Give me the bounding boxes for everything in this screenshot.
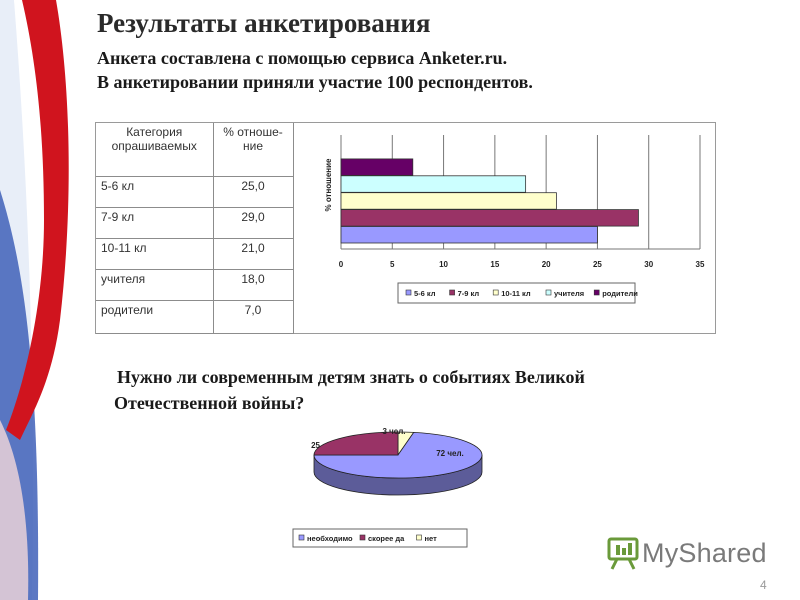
presentation-icon (607, 537, 639, 570)
cell-percent: 29,0 (212, 206, 294, 239)
question-line-1: Нужно ли современным детям знать о событ… (117, 367, 585, 387)
header-percent: % отноше-ние (212, 123, 294, 177)
page-number: 4 (760, 578, 767, 592)
survey-question: Нужно ли современным детям знать о событ… (114, 364, 717, 416)
legend-label: 7-9 кл (458, 289, 480, 298)
cell-percent: 7,0 (212, 299, 294, 334)
x-tick-label: 30 (644, 260, 653, 269)
x-tick-label: 0 (339, 260, 344, 269)
pie-slice-скорее да (313, 431, 399, 456)
cell-category: 5-6 кл (96, 175, 214, 208)
bar-legend (397, 282, 636, 304)
pie-data-label: 3 чел. (382, 427, 405, 436)
legend-label: 10-11 кл (501, 289, 531, 298)
pie-legend (292, 528, 468, 548)
cell-percent: 25,0 (212, 175, 294, 208)
legend-swatch (298, 534, 305, 541)
cell-category: 10-11 кл (96, 237, 214, 270)
legend-swatch (449, 289, 455, 296)
cell-percent: 21,0 (212, 237, 294, 270)
legend-label: учителя (554, 289, 584, 298)
bar-7-9 кл (340, 209, 639, 227)
watermark: MyShared (606, 535, 767, 571)
bar-10-11 кл (340, 192, 557, 210)
legend-label: скорее да (368, 534, 405, 543)
cell-category: родители (96, 299, 214, 334)
x-tick-label: 25 (593, 260, 602, 269)
bar-учителя (340, 175, 527, 193)
survey-source-line: Анкета составлена с помощью сервиса Anke… (97, 48, 508, 68)
question-line-2: Отечественной войны? (114, 393, 305, 413)
flag-ribbon-decoration (0, 0, 69, 600)
cell-category: учителя (96, 268, 214, 301)
x-tick-label: 10 (439, 260, 448, 269)
x-tick-label: 15 (490, 260, 499, 269)
legend-swatch (405, 289, 412, 296)
legend-swatch (359, 534, 366, 541)
cell-percent: 18,0 (212, 268, 294, 301)
x-tick-label: 5 (390, 260, 395, 269)
pie-data-label: 25 (311, 441, 320, 450)
results-table: Категория опрашиваемых % отноше-ние 5-6 … (96, 123, 294, 334)
bar-5-6 кл (340, 226, 598, 244)
bar-chart-ylabel: % отношение (324, 158, 333, 212)
watermark-text: MyShared (642, 537, 767, 568)
bar-родители (340, 158, 414, 176)
table-row: 7-9 кл 29,0 (96, 206, 294, 239)
header-category: Категория опрашиваемых (96, 123, 214, 177)
legend-label: 5-6 кл (414, 289, 436, 298)
legend-label: родители (602, 289, 638, 298)
bar-chart: 0 5 10 15 20 25 30 35 % отношение 5-6 кл 7-9 кл 1… (324, 135, 705, 304)
pie-data-label: 72 чел. (436, 449, 464, 458)
legend-label: нет (425, 534, 438, 543)
cell-category: 7-9 кл (96, 206, 214, 239)
table-row: родители 7,0 (96, 299, 294, 334)
legend-swatch (416, 534, 422, 541)
pie-chart: 72 чел. 25 3 чел. необходимо скорее да нет (292, 427, 483, 548)
legend-swatch (593, 289, 600, 296)
table-row: учителя 18,0 (96, 268, 294, 301)
slide-title: Результаты анкетирования (97, 8, 431, 38)
legend-swatch (545, 289, 552, 296)
legend-swatch (492, 289, 499, 296)
legend-label: необходимо (307, 534, 353, 543)
x-tick-label: 35 (696, 260, 705, 269)
table-row: 5-6 кл 25,0 (96, 175, 294, 208)
x-tick-label: 20 (542, 260, 551, 269)
table-row: 10-11 кл 21,0 (96, 237, 294, 270)
results-panel: Категория опрашиваемых % отноше-ние 5-6 … (95, 122, 716, 334)
respondents-line: В анкетировании приняли участие 100 респ… (97, 72, 533, 92)
